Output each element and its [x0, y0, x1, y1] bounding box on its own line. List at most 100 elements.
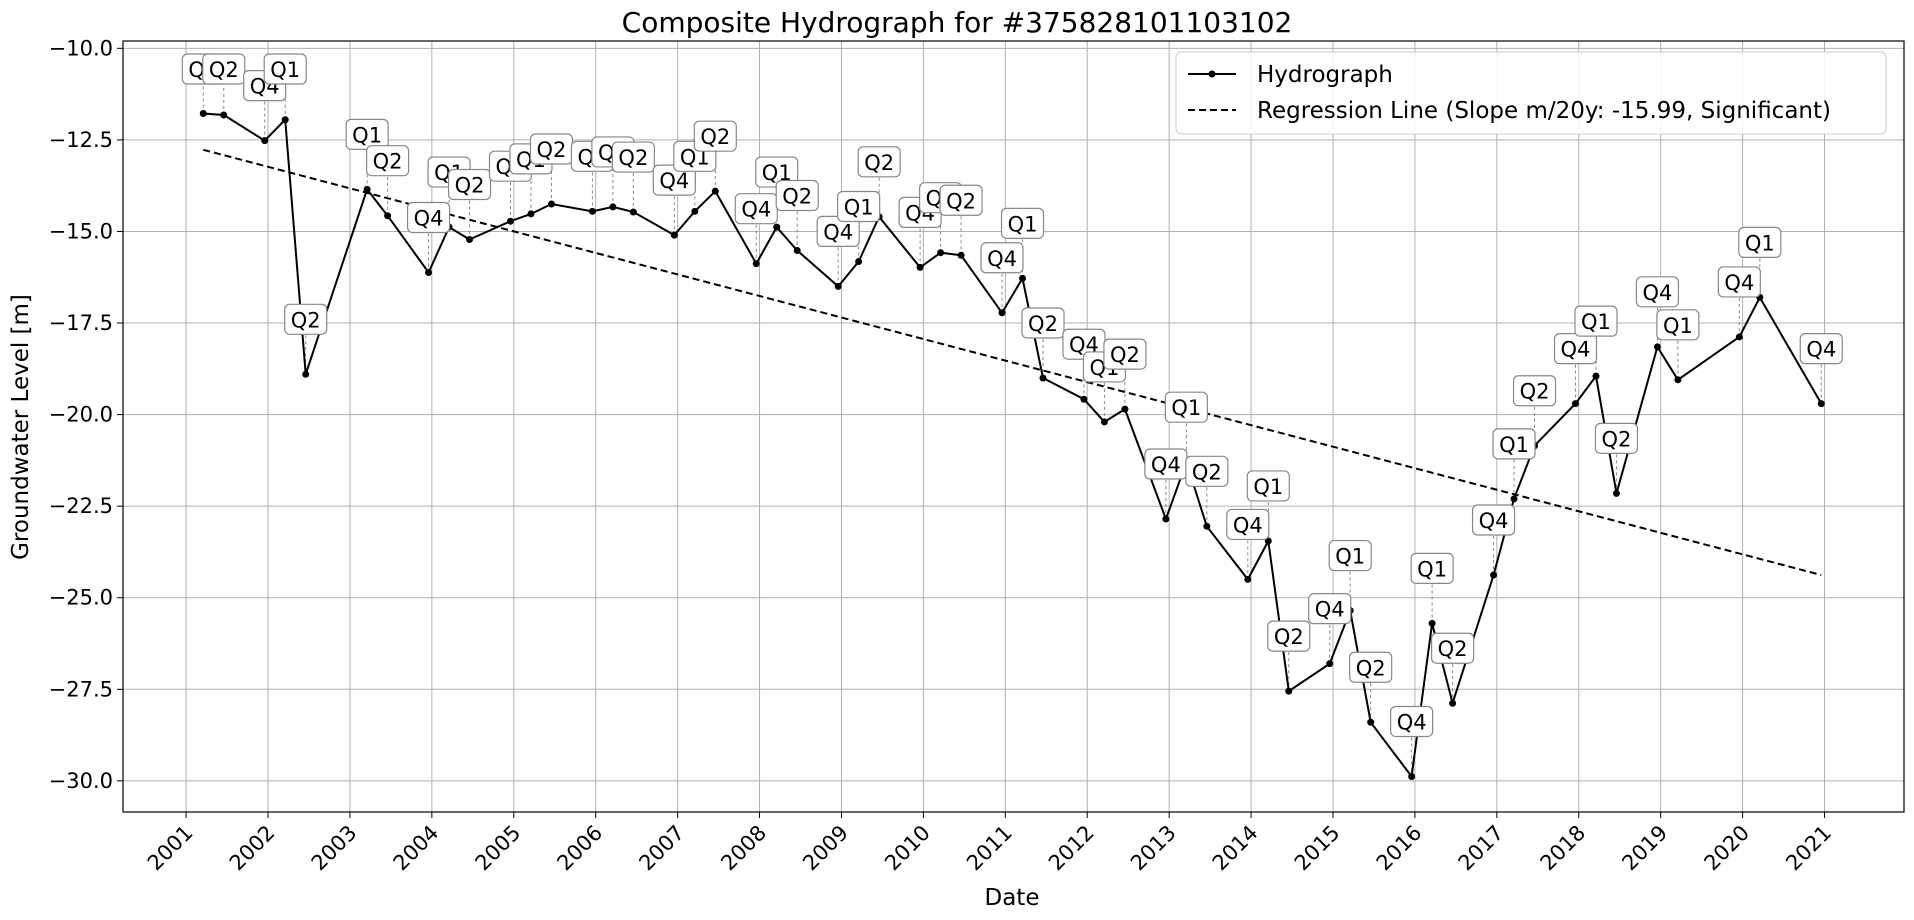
quarter-label: Q1	[1417, 557, 1447, 581]
y-tick-label: −22.5	[49, 494, 113, 518]
hydrograph-point	[547, 200, 555, 208]
quarter-label-box	[284, 303, 328, 335]
quarter-label-box	[263, 53, 307, 85]
quarter-label-box	[406, 201, 451, 234]
y-tick-label: −27.5	[49, 677, 113, 701]
quarter-label-box	[611, 141, 655, 173]
quarter-label-box	[1185, 455, 1229, 487]
hydrograph-point	[1039, 374, 1047, 382]
quarter-label-box	[366, 145, 410, 177]
quarter-label-box	[447, 168, 492, 201]
quarter-label: Q1	[844, 195, 874, 219]
hydrograph-point	[466, 236, 474, 244]
hydrograph-point	[527, 210, 535, 218]
regression-line	[203, 148, 1822, 576]
quarter-label-box	[1492, 428, 1536, 460]
hydrograph-point	[588, 207, 596, 215]
quarter-label: Q4	[414, 206, 444, 230]
legend-box	[1175, 51, 1887, 135]
quarter-label: Q4	[1806, 338, 1836, 362]
y-ticks: −10.0 −12.5 −15.0 −17.5 −20.0 −22.5 −25.0 −27.5…	[49, 36, 123, 793]
quarter-label: Q2	[864, 151, 894, 175]
legend-hydrograph-label: Hydrograph	[1257, 62, 1393, 88]
quarter-label: Q1	[1745, 231, 1775, 255]
quarter-label: Q4	[1315, 598, 1345, 622]
plot-frame	[122, 40, 1905, 813]
hydrograph-point	[1612, 489, 1620, 497]
hydrograph-point	[261, 137, 269, 145]
quarter-label: Q4	[741, 198, 771, 222]
hydrograph-point	[691, 207, 699, 215]
quarter-label: Q2	[946, 189, 976, 213]
quarter-label-box	[1738, 226, 1782, 258]
hydrograph-point	[1285, 687, 1293, 695]
hydrograph-point	[199, 110, 207, 118]
y-tick-label: −10.0	[49, 36, 113, 60]
quarter-label: Q2	[291, 308, 321, 332]
quarter-label-box	[1717, 266, 1761, 298]
hydrograph-point	[1162, 515, 1170, 523]
quarter-label: Q1	[1499, 433, 1529, 457]
quarter-label: Q1	[1663, 314, 1693, 338]
legend-hydrograph-marker	[1208, 70, 1216, 78]
quarter-label-box	[1328, 539, 1372, 572]
hydrograph-point	[1121, 405, 1129, 413]
y-tick-label: −15.0	[49, 219, 113, 243]
quarter-label-box	[1574, 305, 1618, 337]
hydrograph-point	[363, 185, 371, 193]
quarter-label-box	[775, 179, 819, 212]
hydrograph-point	[937, 249, 945, 257]
hydrograph-point	[793, 247, 801, 255]
quarter-label: Q2	[782, 185, 812, 209]
quarter-label-box	[1021, 307, 1065, 339]
quarter-label: Q4	[1642, 281, 1672, 305]
quarter-label-box	[980, 242, 1024, 274]
hydrograph-point	[670, 231, 678, 239]
quarter-label: Q1	[1171, 396, 1201, 420]
quarter-label-box	[1656, 309, 1700, 341]
x-axis-label: Date	[985, 885, 1040, 911]
quarter-label-box	[693, 120, 737, 152]
hydrograph-point	[1080, 395, 1088, 403]
quarter-label: Q4	[1233, 513, 1263, 537]
quarter-label-box	[1635, 276, 1680, 308]
quarter-label-box	[1410, 552, 1454, 584]
hydrograph-point	[1367, 718, 1375, 726]
y-tick-label: −20.0	[49, 403, 113, 427]
quarter-label-box	[1390, 705, 1434, 738]
quarter-label-box	[1308, 593, 1352, 625]
quarter-label-box	[1226, 508, 1270, 541]
quarter-label: Q4	[1724, 271, 1754, 295]
y-tick-label: −30.0	[49, 769, 113, 793]
quarter-label: Q1	[1335, 545, 1365, 569]
hydrograph-point	[834, 282, 842, 290]
hydrograph-point	[1592, 372, 1600, 380]
hydrograph-point	[855, 257, 863, 265]
quarter-label: Q2	[1110, 343, 1140, 367]
hydrograph-point	[1490, 571, 1498, 579]
y-tick-label: −25.0	[49, 586, 113, 610]
hydrograph-point	[1326, 660, 1334, 668]
hydrograph-point	[1019, 274, 1027, 282]
quarter-label-box	[1349, 651, 1393, 683]
quarter-label-box	[1000, 207, 1045, 239]
hydrograph-point	[1408, 772, 1416, 780]
quarter-label: Q2	[1520, 380, 1550, 404]
hydrograph-point	[1203, 522, 1211, 530]
quarter-label: Q1	[270, 58, 300, 82]
quarter-label: Q2	[373, 150, 403, 174]
hydrograph-point	[1510, 495, 1518, 503]
quarter-label: Q2	[455, 174, 485, 198]
quarter-label: Q2	[537, 138, 567, 162]
quarter-label: Q4	[1561, 338, 1591, 362]
y-tick-label: −17.5	[49, 311, 113, 335]
hydrograph-point	[1571, 400, 1579, 408]
quarter-label-box	[1103, 338, 1147, 370]
hydrograph-point	[425, 268, 433, 276]
hydrograph-point	[1449, 699, 1457, 707]
hydrograph-point	[1244, 575, 1252, 583]
hydrograph-point	[998, 309, 1006, 317]
quarter-label: Q1	[1008, 212, 1038, 236]
